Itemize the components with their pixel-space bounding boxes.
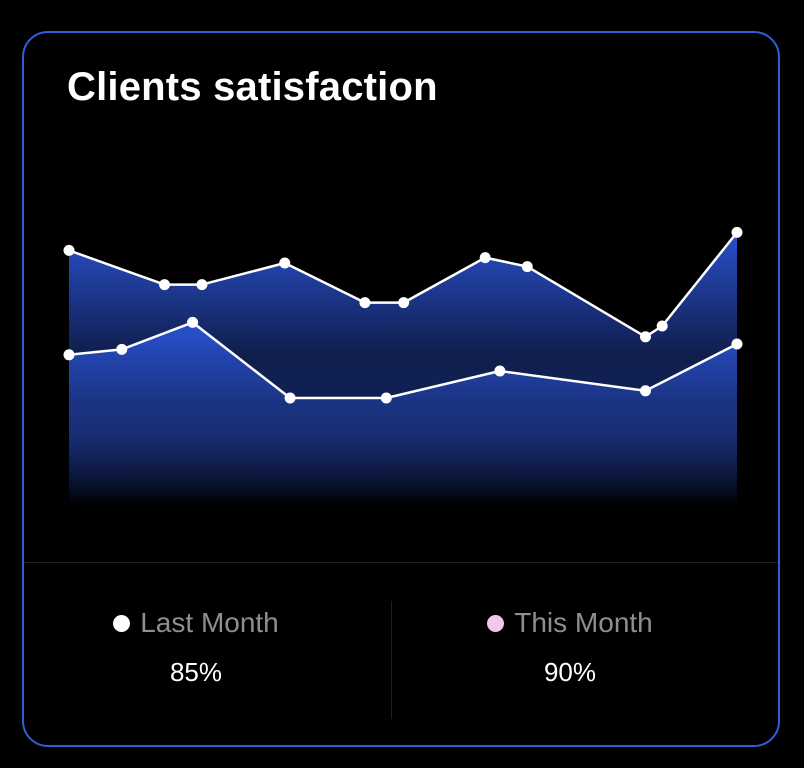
legend-value-last-month: 85% bbox=[169, 657, 223, 687]
data-point[interactable] bbox=[479, 252, 491, 264]
data-point[interactable] bbox=[398, 297, 410, 309]
data-point[interactable] bbox=[731, 226, 743, 238]
legend-separator bbox=[391, 601, 392, 719]
data-point[interactable] bbox=[196, 279, 208, 291]
data-point[interactable] bbox=[63, 244, 75, 256]
legend-last-month: Last Month 85% bbox=[46, 607, 346, 688]
legend-divider bbox=[24, 562, 778, 563]
data-point[interactable] bbox=[494, 365, 506, 377]
data-point[interactable] bbox=[656, 320, 668, 332]
series-1 bbox=[63, 316, 743, 506]
area-chart bbox=[63, 226, 743, 506]
data-point[interactable] bbox=[279, 257, 291, 269]
series-area-1 bbox=[69, 322, 737, 506]
data-point[interactable] bbox=[187, 316, 199, 328]
card-title: Clients satisfaction bbox=[67, 65, 438, 109]
data-point[interactable] bbox=[380, 392, 392, 404]
data-point[interactable] bbox=[284, 392, 296, 404]
legend-label-last-month: Last Month bbox=[140, 607, 279, 638]
legend-label-this-month: This Month bbox=[514, 607, 653, 638]
data-point[interactable] bbox=[639, 331, 651, 343]
data-point[interactable] bbox=[639, 385, 651, 397]
series-line-1 bbox=[68, 321, 738, 400]
legend-value-this-month: 90% bbox=[543, 657, 597, 687]
data-point[interactable] bbox=[116, 343, 128, 355]
this-month-dot-icon bbox=[487, 614, 505, 632]
data-point[interactable] bbox=[521, 261, 533, 273]
data-point[interactable] bbox=[359, 297, 371, 309]
data-point[interactable] bbox=[159, 279, 171, 291]
satisfaction-card: Clients satisfaction Last Month 85% This… bbox=[22, 31, 780, 747]
data-point[interactable] bbox=[63, 349, 75, 361]
last-month-dot-icon bbox=[113, 614, 131, 632]
legend-this-month: This Month 90% bbox=[420, 607, 720, 688]
data-point[interactable] bbox=[731, 338, 743, 350]
